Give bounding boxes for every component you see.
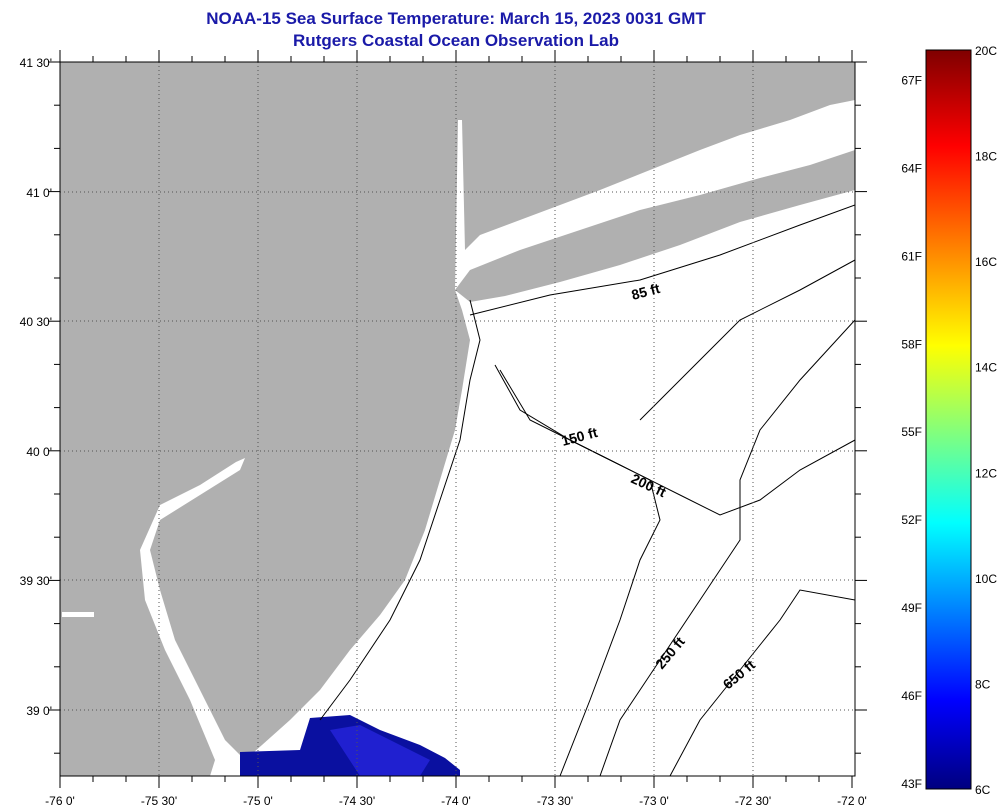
map-frame — [59, 61, 856, 777]
colorbar-fahrenheit-label: 61F — [901, 249, 922, 263]
lon-label: -74 30' — [339, 794, 375, 808]
lon-axis: -76 0' -75 30' -75 0' -74 30' -74 0' -73… — [45, 794, 867, 808]
land-mainland — [60, 62, 855, 776]
colorbar-celsius-label: 10C — [975, 572, 997, 586]
colorbar-celsius-label: 14C — [975, 361, 997, 375]
lat-label: 41 30' — [20, 56, 52, 70]
lon-label: -75 0' — [243, 794, 273, 808]
colorbar-celsius-label: 8C — [975, 677, 991, 691]
land-long-island — [455, 150, 855, 302]
land-delaware — [60, 565, 95, 612]
colorbar-fahrenheit-label: 52F — [901, 513, 922, 527]
colorbar-fahrenheit-label: 58F — [901, 337, 922, 351]
contour-label-85: 85 ft — [630, 280, 662, 303]
graticule — [60, 62, 855, 776]
lon-label: -76 0' — [45, 794, 75, 808]
colorbar-celsius-labels: 20C 18C 16C 14C 12C 10C 8C 6C — [975, 44, 997, 797]
colorbar-celsius-label: 6C — [975, 783, 991, 797]
colorbar-fahrenheit-labels: 67F 64F 61F 58F 55F 52F 49F 46F 43F — [901, 73, 922, 791]
lat-label: 39 30' — [20, 574, 52, 588]
depth-contours — [319, 204, 855, 776]
lon-label: -72 0' — [837, 794, 867, 808]
lon-label: -73 0' — [639, 794, 669, 808]
lon-label: -74 0' — [441, 794, 471, 808]
colorbar-celsius-label: 12C — [975, 466, 997, 480]
colorbar-fahrenheit-label: 55F — [901, 425, 922, 439]
lon-label: -73 30' — [537, 794, 573, 808]
lon-label: -75 30' — [141, 794, 177, 808]
colorbar-celsius-label: 16C — [975, 255, 997, 269]
colorbar-fahrenheit-label: 43F — [901, 777, 922, 791]
colorbar-celsius-label: 20C — [975, 44, 997, 58]
map-subtitle: Rutgers Coastal Ocean Observation Lab — [293, 31, 619, 50]
lat-label: 40 30' — [20, 315, 52, 329]
lat-label: 40 0' — [26, 445, 52, 459]
map-title: NOAA-15 Sea Surface Temperature: March 1… — [206, 9, 706, 28]
lat-label: 39 0' — [26, 704, 52, 718]
colorbar-fahrenheit-label: 67F — [901, 73, 922, 87]
land-connecticut-shore — [740, 170, 855, 215]
colorbar-celsius-label: 18C — [975, 150, 997, 164]
colorbar-fahrenheit-label: 46F — [901, 689, 922, 703]
colorbar-fahrenheit-label: 49F — [901, 601, 922, 615]
colorbar-fahrenheit-label: 64F — [901, 161, 922, 175]
lon-label: -72 30' — [735, 794, 771, 808]
lat-label: 41 0' — [26, 186, 52, 200]
lat-axis: 41 30' 41 0' 40 30' 40 0' 39 30' 39 0' — [20, 56, 52, 718]
colorbar — [925, 49, 972, 790]
